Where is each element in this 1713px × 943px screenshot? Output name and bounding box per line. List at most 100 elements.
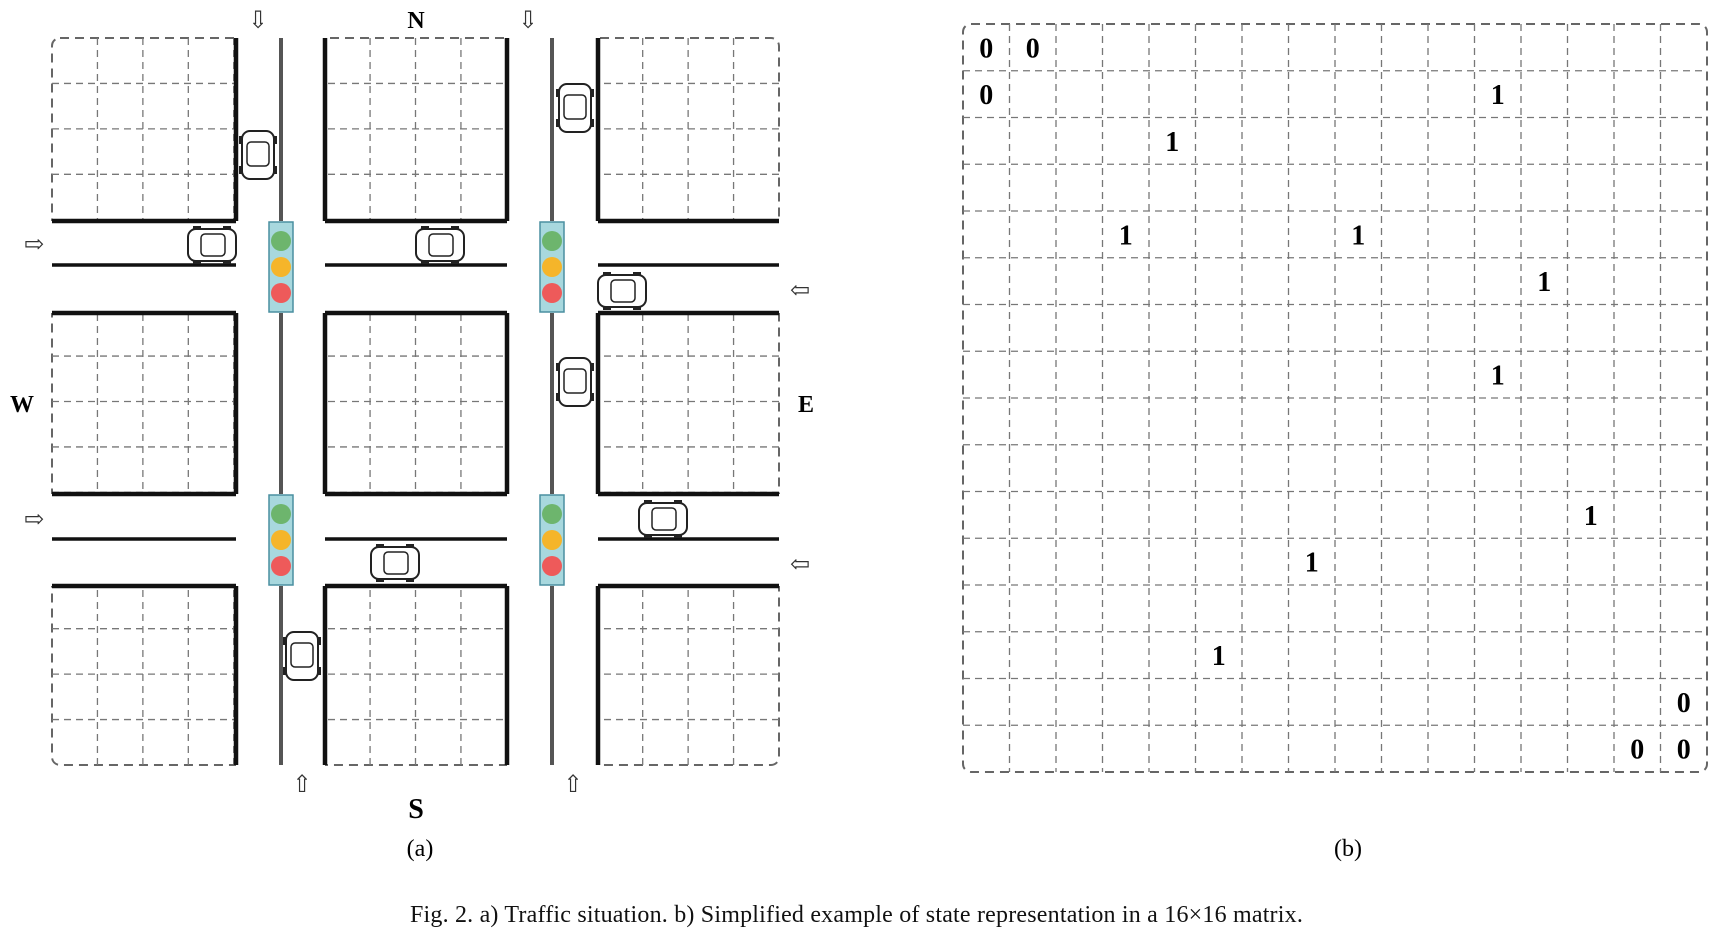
vehicles: [187, 83, 688, 681]
grid-lines: [52, 38, 779, 765]
car-wheel: [633, 306, 641, 310]
road-network: [51, 37, 780, 766]
car-roof: [246, 141, 270, 167]
matrix-cell-11-7: 1: [1305, 548, 1319, 579]
car-body: [241, 130, 275, 180]
traffic-light-1: [268, 221, 294, 313]
car-wheel: [590, 393, 594, 401]
west-label: W: [10, 392, 34, 418]
car-wheel: [556, 363, 560, 371]
red-light: [542, 556, 562, 576]
car-wheel: [273, 136, 277, 144]
matrix-cell-13-5: 1: [1212, 641, 1226, 672]
car-wheel: [317, 667, 321, 675]
car-roof: [428, 233, 454, 257]
car-wheel: [603, 272, 611, 276]
car-wheel: [273, 166, 277, 174]
car-wheel: [556, 119, 560, 127]
car-wheel: [451, 226, 459, 230]
car-wheel: [590, 363, 594, 371]
car-wheel: [193, 260, 201, 264]
yellow-light: [542, 257, 562, 277]
matrix-cell-10-13: 1: [1584, 501, 1598, 532]
car-roof: [200, 233, 226, 257]
arrow-in-west-1: ⇨: [24, 232, 44, 258]
car: [283, 631, 321, 681]
panel-b-label: (b): [1334, 836, 1362, 862]
green-light: [542, 231, 562, 251]
panel-a-label: (a): [407, 836, 434, 862]
figure-caption: Fig. 2. a) Traffic situation. b) Simplif…: [409, 902, 1304, 928]
arrow-in-east-1: ⇦: [790, 278, 810, 304]
car-body: [187, 228, 237, 262]
yellow-light: [542, 530, 562, 550]
car-roof: [610, 279, 636, 303]
car-wheel: [556, 393, 560, 401]
red-light: [542, 283, 562, 303]
matrix-cell-5-12: 1: [1537, 267, 1551, 298]
car-wheel: [239, 166, 243, 174]
matrix-cell-15-15: 0: [1677, 735, 1691, 766]
car-wheel: [674, 534, 682, 538]
yellow-light: [271, 530, 291, 550]
car-wheel: [223, 260, 231, 264]
car-wheel: [406, 544, 414, 548]
north-label: N: [407, 8, 425, 34]
car-body: [558, 83, 592, 133]
car-roof: [651, 507, 677, 531]
state-matrix-panel: 0 0 0 1 1 1 1 1 1 1 1 1 0 0 0 (b): [962, 23, 1708, 862]
east-label: E: [798, 392, 814, 418]
car-roof: [383, 551, 409, 575]
car-wheel: [317, 637, 321, 645]
green-light: [542, 504, 562, 524]
matrix-cell-1-11: 1: [1491, 80, 1505, 111]
car: [187, 226, 237, 264]
car: [370, 544, 420, 582]
matrix-cell-14-15: 0: [1677, 688, 1691, 719]
car-wheel: [633, 272, 641, 276]
car: [239, 130, 277, 180]
matrix-cell-2-4: 1: [1165, 127, 1179, 158]
car-roof: [290, 642, 314, 668]
car: [597, 272, 647, 310]
car-wheel: [376, 544, 384, 548]
yellow-light: [271, 257, 291, 277]
arrow-in-south-2: ⇧: [563, 772, 583, 798]
matrix-cell-7-11: 1: [1491, 361, 1505, 392]
traffic-light-2: [539, 221, 565, 313]
matrix-cell-4-8: 1: [1351, 220, 1365, 251]
car: [556, 357, 594, 407]
car-wheel: [644, 534, 652, 538]
red-light: [271, 283, 291, 303]
car: [415, 226, 465, 264]
car-wheel: [590, 89, 594, 97]
south-label: S: [408, 794, 424, 825]
car-wheel: [193, 226, 201, 230]
car: [556, 83, 594, 133]
car-wheel: [283, 637, 287, 645]
car-roof: [563, 94, 587, 120]
car-body: [285, 631, 319, 681]
car-wheel: [603, 306, 611, 310]
traffic-light-3: [268, 494, 294, 586]
arrow-in-north-2: ⇩: [518, 8, 538, 34]
car-wheel: [590, 119, 594, 127]
traffic-light-4: [539, 494, 565, 586]
car-body: [415, 228, 465, 262]
green-light: [271, 231, 291, 251]
car-wheel: [239, 136, 243, 144]
red-light: [271, 556, 291, 576]
car-wheel: [451, 260, 459, 264]
green-light: [271, 504, 291, 524]
arrow-in-west-2: ⇨: [24, 507, 44, 533]
matrix-cell-values: 0 0 0 1 1 1 1 1 1 1 1 1 0 0 0: [979, 33, 1691, 765]
car-wheel: [421, 260, 429, 264]
arrow-in-south-1: ⇧: [292, 772, 312, 798]
car-wheel: [421, 226, 429, 230]
car-body: [558, 357, 592, 407]
car-wheel: [556, 89, 560, 97]
car-wheel: [406, 578, 414, 582]
arrow-in-east-2: ⇦: [790, 552, 810, 578]
car-wheel: [376, 578, 384, 582]
